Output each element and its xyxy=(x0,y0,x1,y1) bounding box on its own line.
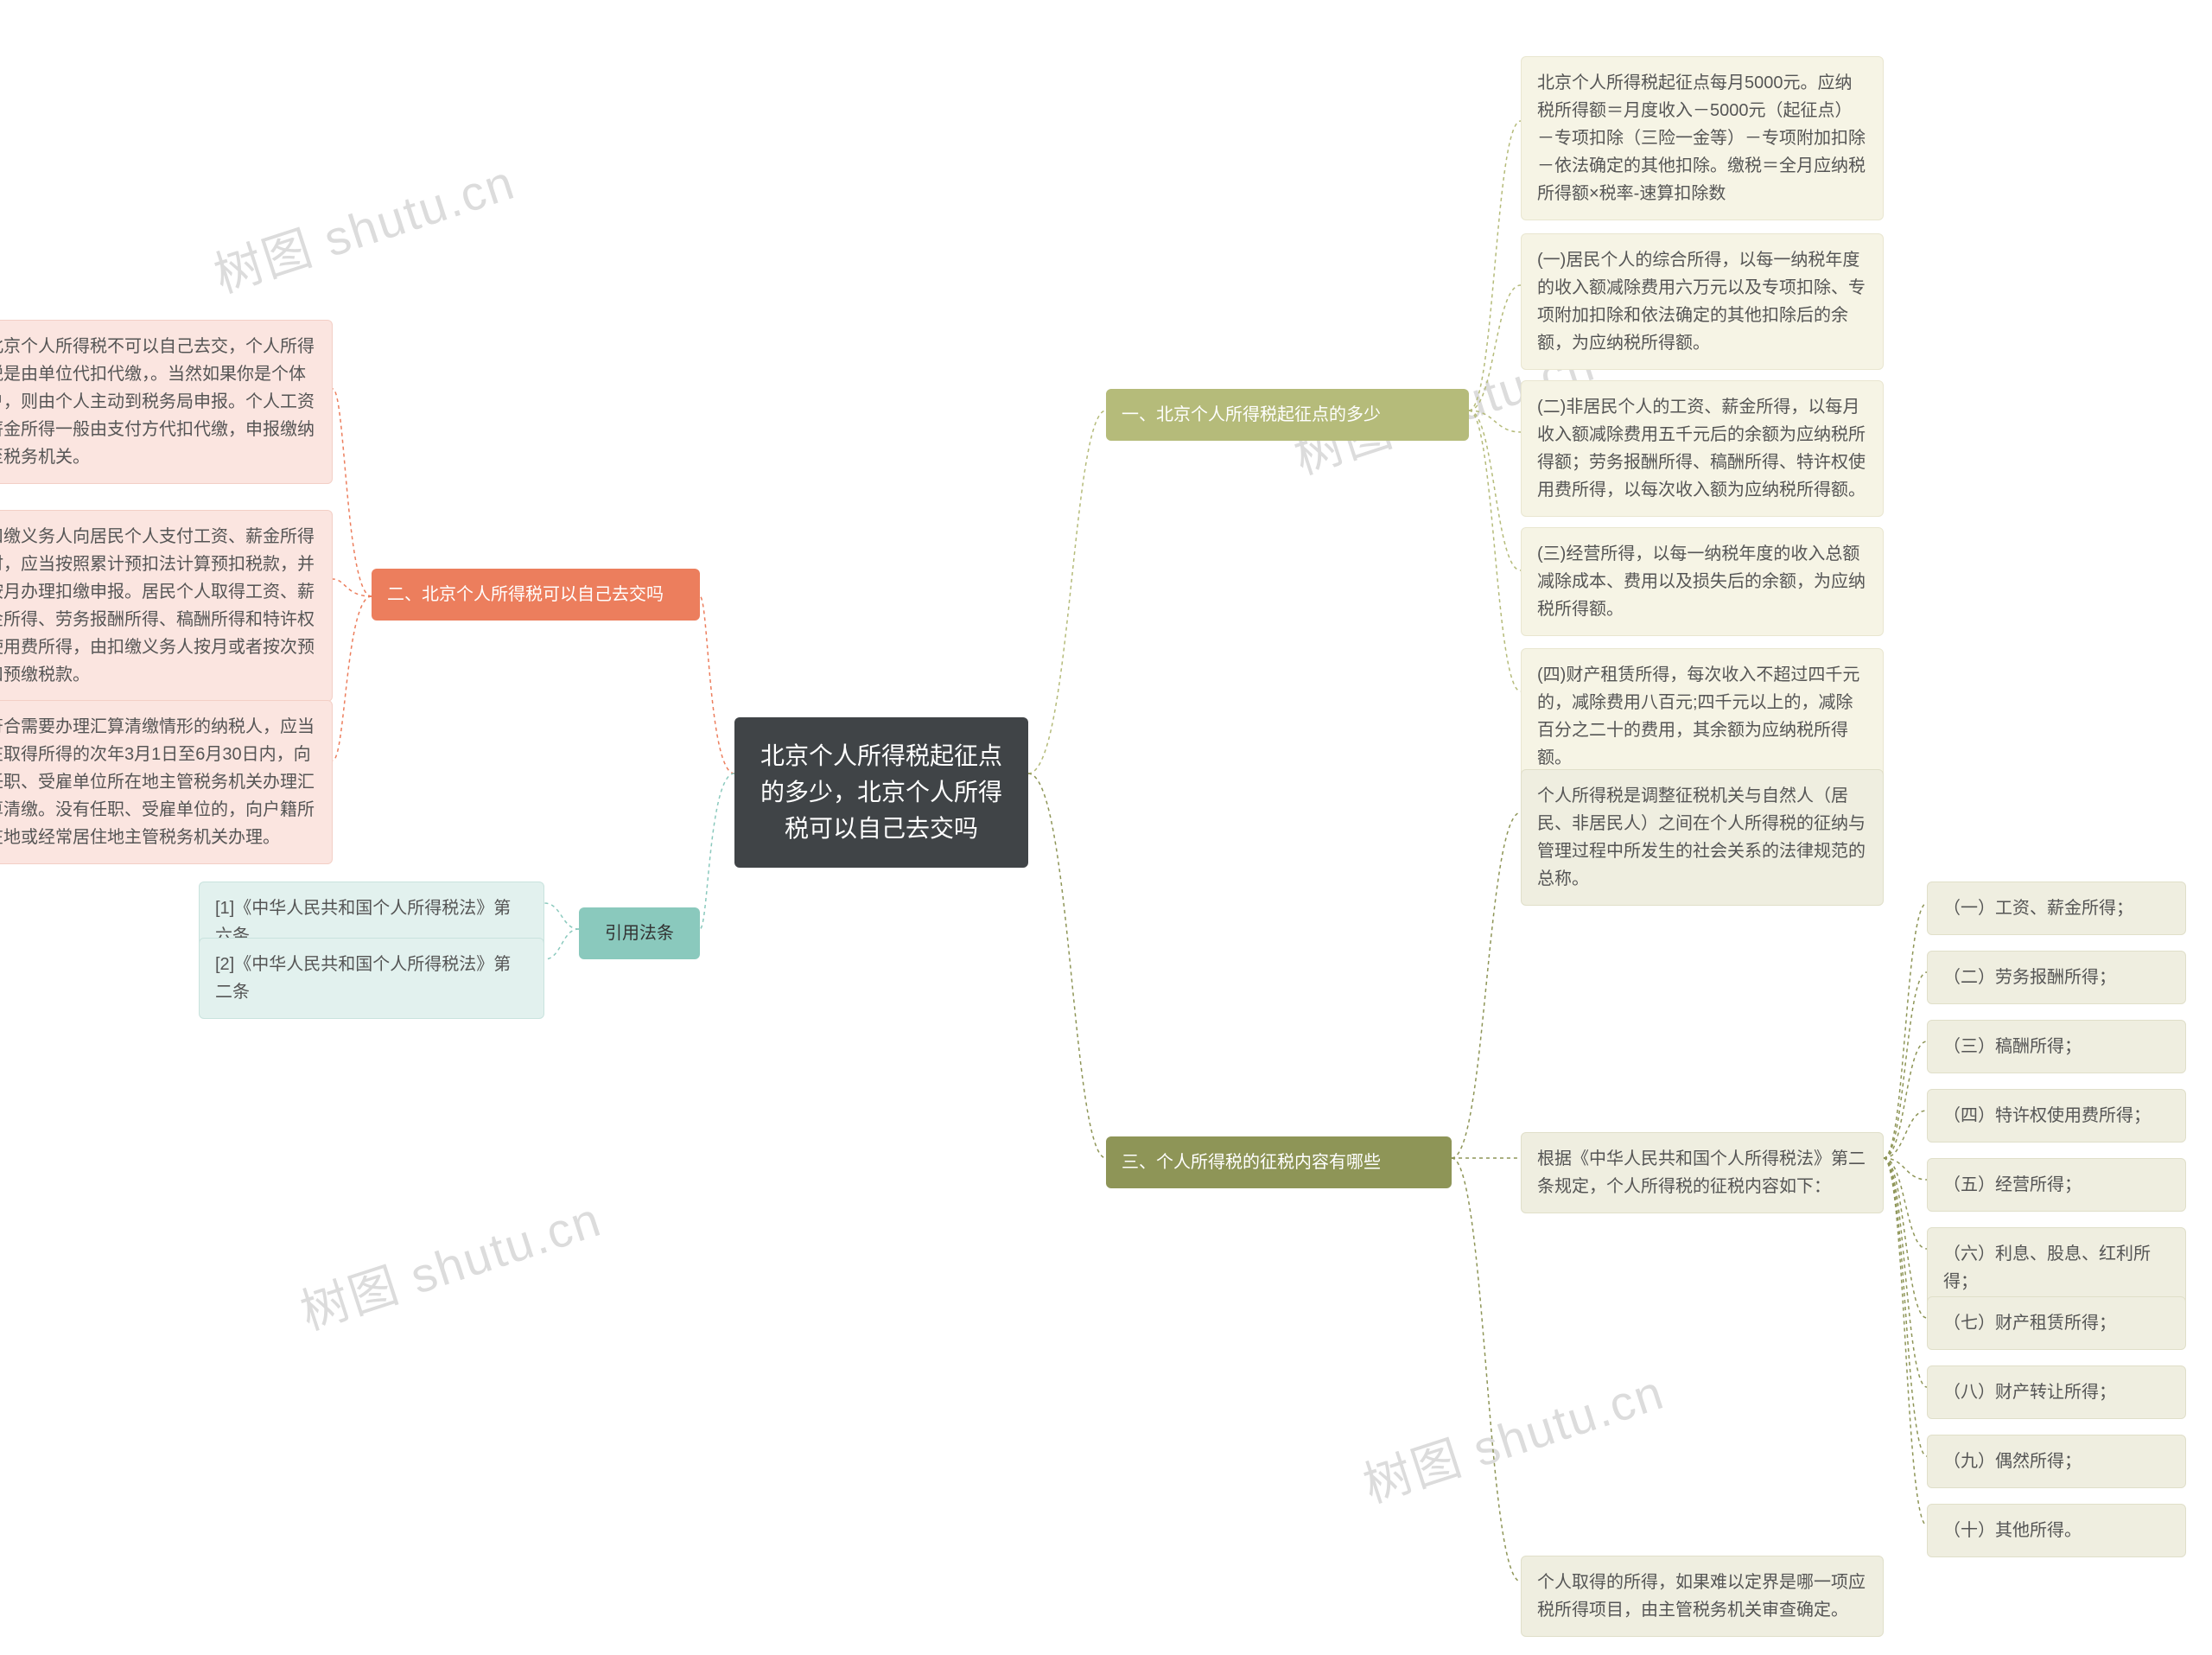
section3-list-item: （七）财产租赁所得； xyxy=(1927,1296,2186,1350)
watermark: 树图 shutu.cn xyxy=(204,143,523,307)
section1-item: (二)非居民个人的工资、薪金所得，以每月收入额减除费用五千元后的余额为应纳税所得… xyxy=(1521,380,1884,517)
section3-list-intro: 根据《中华人民共和国个人所得税法》第二条规定，个人所得税的征税内容如下： xyxy=(1521,1132,1884,1213)
section2-item: 扣缴义务人向居民个人支付工资、薪金所得时，应当按照累计预扣法计算预扣税款，并按月… xyxy=(0,510,333,702)
section3-list-item: （二）劳务报酬所得； xyxy=(1927,951,2186,1004)
section1-item: (三)经营所得，以每一纳税年度的收入总额减除成本、费用以及损失后的余额，为应纳税… xyxy=(1521,527,1884,636)
section3-list-item: （十）其他所得。 xyxy=(1927,1504,2186,1557)
section3-list-item: （五）经营所得； xyxy=(1927,1158,2186,1212)
section3-list-item: （一）工资、薪金所得； xyxy=(1927,882,2186,935)
watermark: 树图 shutu.cn xyxy=(290,1181,609,1344)
root-node: 北京个人所得税起征点的多少，北京个人所得税可以自己去交吗 xyxy=(734,717,1028,868)
section1-title: 一、北京个人所得税起征点的多少 xyxy=(1106,389,1469,441)
section3-list-item: （四）特许权使用费所得； xyxy=(1927,1089,2186,1143)
section3-intro: 个人所得税是调整征税机关与自然人（居民、非居民人）之间在个人所得税的征纳与管理过… xyxy=(1521,769,1884,906)
section1-item: (一)居民个人的综合所得，以每一纳税年度的收入额减除费用六万元以及专项扣除、专项… xyxy=(1521,233,1884,370)
section1-item: (四)财产租赁所得，每次收入不超过四千元的，减除费用八百元;四千元以上的，减除百… xyxy=(1521,648,1884,785)
section3-list-item: （三）稿酬所得； xyxy=(1927,1020,2186,1073)
section2-item: 北京个人所得税不可以自己去交，个人所得税是由单位代扣代缴，。当然如果你是个体户，… xyxy=(0,320,333,484)
section3-list-item: （九）偶然所得； xyxy=(1927,1435,2186,1488)
section3-title: 三、个人所得税的征税内容有哪些 xyxy=(1106,1136,1452,1188)
section1-item: 北京个人所得税起征点每月5000元。应纳税所得额＝月度收入－5000元（起征点）… xyxy=(1521,56,1884,220)
watermark: 树图 shutu.cn xyxy=(1353,1353,1672,1517)
refs-item: [2]《中华人民共和国个人所得税法》第二条 xyxy=(199,938,544,1019)
section2-title: 二、北京个人所得税可以自己去交吗 xyxy=(372,569,700,621)
section2-item: 符合需要办理汇算清缴情形的纳税人，应当在取得所得的次年3月1日至6月30日内，向… xyxy=(0,700,333,864)
section3-outro: 个人取得的所得，如果难以定界是哪一项应税所得项目，由主管税务机关审查确定。 xyxy=(1521,1556,1884,1637)
section3-list-item: （八）财产转让所得； xyxy=(1927,1365,2186,1419)
refs-title: 引用法条 xyxy=(579,907,700,959)
